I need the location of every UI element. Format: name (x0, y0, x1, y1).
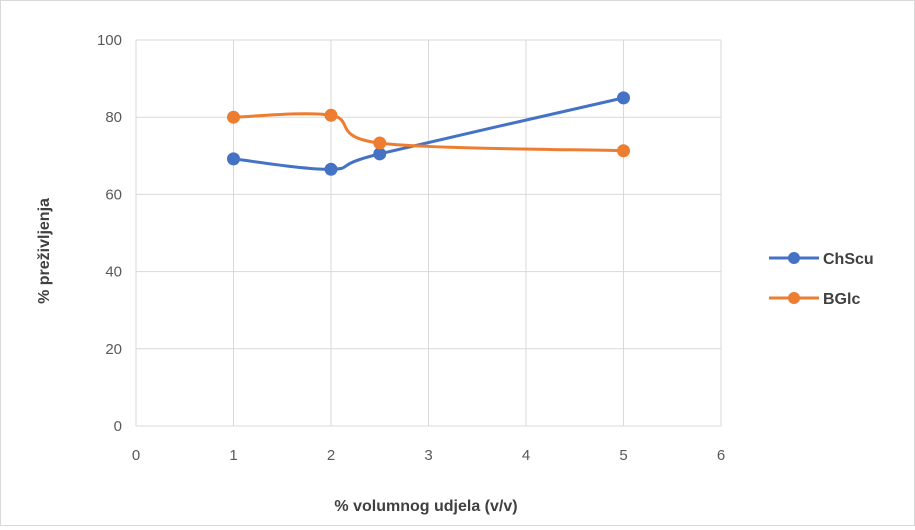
y-axis-title: % preživljenja (36, 198, 53, 304)
legend-label: ChScu (823, 251, 874, 268)
legend: ChScu BGlc (769, 251, 874, 308)
series-line-bglc (233, 112, 624, 153)
legend-marker (788, 292, 800, 304)
x-tick-label: 1 (229, 447, 237, 464)
legend-label: BGlc (823, 291, 860, 308)
x-tick-label: 5 (619, 447, 627, 464)
x-tick-label: 4 (522, 447, 530, 464)
y-tick-label: 40 (105, 264, 122, 281)
data-point-bglc (324, 108, 338, 122)
series-line-chscu (233, 96, 624, 171)
gridlines (135, 39, 722, 427)
data-point-chscu (373, 147, 387, 161)
y-tick-label: 100 (97, 32, 122, 49)
x-tick-label: 2 (327, 447, 335, 464)
plot-series (227, 91, 630, 176)
data-point-chscu (617, 91, 630, 105)
y-tick-label: 60 (105, 186, 122, 203)
data-point-chscu (227, 152, 240, 166)
x-tick-label: 3 (424, 447, 432, 464)
x-axis-ticks: 0 1 2 3 4 5 6 (132, 447, 725, 464)
y-tick-label: 0 (114, 418, 122, 435)
y-tick-label: 20 (105, 341, 122, 358)
x-tick-label: 6 (717, 447, 725, 464)
x-tick-label: 0 (132, 447, 140, 464)
data-point-bglc (617, 144, 630, 158)
x-axis-title: % volumnog udjela (v/v) (334, 498, 517, 515)
legend-marker (788, 252, 800, 264)
y-axis-ticks: 0 20 40 60 80 100 (97, 32, 122, 435)
data-point-chscu (324, 162, 338, 176)
data-point-bglc (373, 136, 387, 150)
y-tick-label: 80 (105, 109, 122, 126)
data-point-bglc (227, 110, 240, 124)
